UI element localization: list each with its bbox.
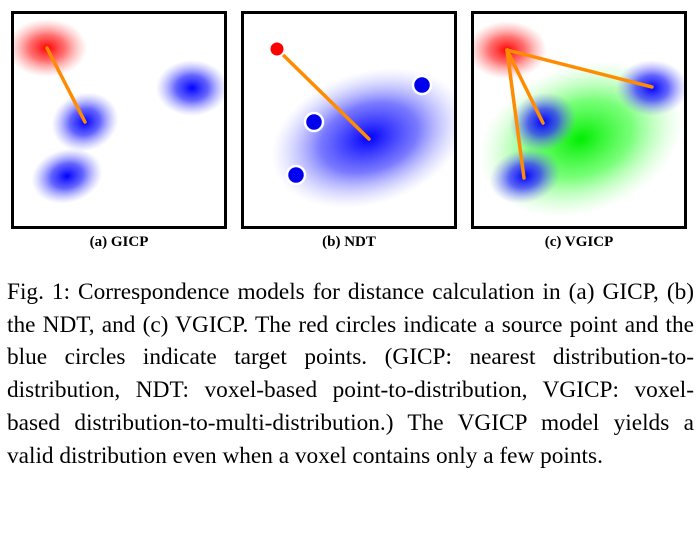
- source-point: [268, 40, 286, 58]
- panel-frame: [11, 11, 227, 229]
- figure-caption: Fig. 1: Correspondence models for distan…: [7, 279, 694, 469]
- target-point: [411, 74, 433, 96]
- panel-frame: [241, 11, 457, 229]
- target-point: [285, 164, 307, 186]
- subfigure-label-vgicp: (c) VGICP: [544, 234, 614, 250]
- correspondence-line: [275, 47, 371, 141]
- target-distribution: [156, 60, 227, 116]
- target-distribution: [31, 148, 103, 204]
- correspondence-line: [505, 48, 526, 180]
- subfigure-label-ndt: (b) NDT: [322, 234, 376, 250]
- source-distribution: [11, 19, 87, 77]
- target-point: [303, 111, 325, 133]
- voxel-distribution: [271, 68, 457, 208]
- panel-gicp: [11, 11, 227, 229]
- correspondence-line: [505, 48, 654, 89]
- panel-ndt: [241, 11, 457, 229]
- correspondence-line: [505, 48, 545, 125]
- subfigure-label-gicp: (a) GICP: [89, 234, 149, 250]
- panel-vgicp: [471, 11, 687, 229]
- correspondence-line: [45, 46, 87, 124]
- panel-frame: [471, 11, 687, 229]
